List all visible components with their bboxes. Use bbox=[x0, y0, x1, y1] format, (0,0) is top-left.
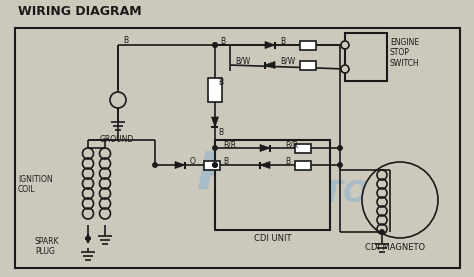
Polygon shape bbox=[260, 145, 270, 152]
Text: B: B bbox=[220, 37, 225, 46]
Circle shape bbox=[338, 146, 342, 150]
Text: B/R: B/R bbox=[285, 140, 298, 149]
Polygon shape bbox=[265, 61, 275, 68]
Circle shape bbox=[341, 41, 349, 49]
Bar bbox=[204, 160, 220, 170]
Circle shape bbox=[110, 92, 126, 108]
Text: SPARK
PLUG: SPARK PLUG bbox=[35, 237, 60, 257]
Text: PCC: PCC bbox=[197, 149, 313, 201]
Circle shape bbox=[213, 146, 217, 150]
Bar bbox=[345, 33, 387, 81]
Text: O: O bbox=[190, 157, 196, 166]
Text: CDI MAGNETO: CDI MAGNETO bbox=[365, 243, 425, 252]
Circle shape bbox=[213, 43, 217, 47]
Text: B/W: B/W bbox=[280, 57, 295, 66]
Circle shape bbox=[213, 163, 217, 167]
Text: WIRING DIAGRAM: WIRING DIAGRAM bbox=[18, 5, 142, 18]
Bar bbox=[215, 140, 330, 230]
Text: GROUND: GROUND bbox=[100, 135, 134, 144]
Text: B: B bbox=[285, 157, 290, 166]
Text: CDI UNIT: CDI UNIT bbox=[254, 234, 291, 243]
Bar bbox=[15, 28, 460, 268]
Text: ENGINE
STOP
SWITCH: ENGINE STOP SWITCH bbox=[390, 38, 419, 68]
Polygon shape bbox=[265, 42, 275, 48]
Circle shape bbox=[213, 43, 217, 47]
Text: IGNITION
COIL: IGNITION COIL bbox=[18, 175, 53, 194]
Text: B: B bbox=[218, 128, 223, 137]
Circle shape bbox=[362, 162, 438, 238]
Bar bbox=[300, 40, 316, 50]
Bar bbox=[295, 143, 311, 153]
Text: B/W: B/W bbox=[235, 57, 250, 66]
Polygon shape bbox=[175, 161, 185, 168]
Polygon shape bbox=[211, 117, 219, 127]
Circle shape bbox=[341, 65, 349, 73]
Text: B: B bbox=[123, 36, 128, 45]
Circle shape bbox=[153, 163, 157, 167]
Circle shape bbox=[380, 230, 384, 234]
Text: B: B bbox=[280, 37, 285, 46]
Circle shape bbox=[338, 163, 342, 167]
Text: B: B bbox=[218, 78, 223, 87]
Bar bbox=[300, 60, 316, 70]
Polygon shape bbox=[260, 161, 270, 168]
Circle shape bbox=[213, 163, 217, 167]
Text: MOTOR: MOTOR bbox=[267, 178, 393, 207]
Bar bbox=[208, 78, 222, 102]
Text: B: B bbox=[223, 157, 228, 166]
Text: B/R: B/R bbox=[223, 140, 236, 149]
Bar bbox=[295, 160, 311, 170]
